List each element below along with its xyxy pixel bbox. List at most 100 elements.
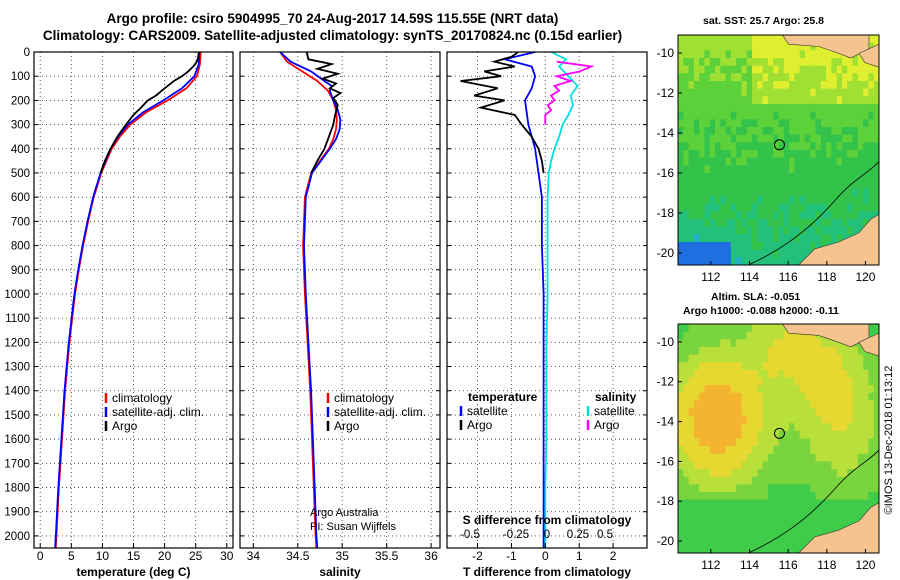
x-tick-label: 2 <box>610 549 617 563</box>
sla-map-title-line2: Argo h1000: -0.088 h2000: -0.11 <box>683 305 839 317</box>
sla-map <box>677 323 880 554</box>
depth-tick-label: 400 <box>11 144 30 156</box>
legend-label-salinity-diff: Argo <box>594 418 620 432</box>
salinity-diff-tick-label: -0.25 <box>503 529 529 541</box>
sst-map <box>677 34 880 266</box>
map-y-tick-label: -14 <box>657 415 675 429</box>
legend-label-temperature: climatology <box>112 391 172 405</box>
legend-label-temperature: Argo <box>112 419 138 433</box>
depth-tick-label: 1800 <box>4 483 30 495</box>
map-x-tick-label: 116 <box>779 558 798 572</box>
legend-label-salinity: climatology <box>334 391 394 405</box>
map-frame <box>677 323 880 554</box>
map-y-tick-label: -12 <box>657 375 675 389</box>
x-tick-label: -1 <box>506 549 517 563</box>
chart-title-line2: Climatology: CARS2009. Satellite-adjuste… <box>42 28 623 43</box>
legend-label-salinity-diff: satellite <box>594 404 635 418</box>
map-x-tick-label: 116 <box>779 270 798 284</box>
depth-tick-label: 0 <box>24 47 30 59</box>
depth-tick-label: 1500 <box>4 410 30 422</box>
land-island <box>781 34 870 59</box>
depth-tick-label: 1000 <box>4 289 30 301</box>
x-tick-label: 5 <box>68 549 75 563</box>
depth-tick-label: 2000 <box>4 531 30 543</box>
legend-label-temperature: satellite-adj. clim. <box>112 405 204 419</box>
salinity-diff-axis-title: S difference from climatology <box>463 513 632 527</box>
map-x-tick-label: 112 <box>701 558 720 572</box>
depth-tick-label: 800 <box>11 241 30 253</box>
map-y-tick-label: -10 <box>657 335 675 349</box>
plot-frame <box>239 51 441 549</box>
x-tick-label: 35 <box>336 549 350 563</box>
series-line-climatology <box>54 51 202 549</box>
depth-tick-label: 1300 <box>4 362 30 374</box>
map-y-tick-label: -16 <box>657 454 675 468</box>
x-axis-title: salinity <box>319 565 361 579</box>
series-line-temperature-satellite <box>504 51 545 548</box>
depth-tick-label: 200 <box>11 95 30 107</box>
series-line-temperature-argo <box>460 51 545 174</box>
salinity-diff-tick-label: 0.5 <box>597 529 613 541</box>
map-x-tick-label: 120 <box>855 270 875 284</box>
depth-tick-label: 1600 <box>4 434 30 446</box>
legend-label-temperature-diff: Argo <box>467 418 493 432</box>
map-y-tick-label: -10 <box>657 46 675 60</box>
x-tick-label: -2 <box>472 549 483 563</box>
depth-tick-label: 700 <box>11 216 30 228</box>
map-x-tick-label: 114 <box>740 270 759 284</box>
depth-tick-label: 300 <box>11 120 30 132</box>
map-y-tick-label: -20 <box>657 246 675 260</box>
map-x-tick-label: 118 <box>817 558 836 572</box>
salinity-diff-tick-label: 0 <box>544 529 550 541</box>
map-y-tick-label: -20 <box>657 534 675 548</box>
x-tick-label: 1 <box>576 549 583 563</box>
depth-tick-label: 1100 <box>5 313 30 325</box>
map-y-tick-label: -12 <box>657 86 675 100</box>
bathymetry-contour <box>748 161 880 266</box>
series-line-salinity-satellite <box>544 51 579 548</box>
sla-map-title-line1: Altim. SLA: -0.051 <box>711 291 801 303</box>
legend-title-salinity: salinity <box>595 390 637 404</box>
x-axis-title: temperature (deg C) <box>76 565 190 579</box>
x-tick-label: 15 <box>127 549 141 563</box>
map-frame <box>677 34 880 266</box>
land-island <box>781 323 870 348</box>
map-y-tick-label: -16 <box>657 166 675 180</box>
x-tick-label: 34.5 <box>286 549 310 563</box>
legend-label-salinity: satellite-adj. clim. <box>334 405 426 419</box>
series-line-climatology <box>279 51 338 549</box>
depth-tick-label: 900 <box>11 265 30 277</box>
profile-location-marker <box>773 139 785 151</box>
profile-location-marker <box>773 427 785 439</box>
x-tick-label: 25 <box>189 549 203 563</box>
annotation-pi: PI: Susan Wijffels <box>310 521 396 533</box>
imos-credit: ©IMOS 13-Dec-2018 01:13:12 <box>883 365 895 515</box>
chart-title-line1: Argo profile: csiro 5904995_70 24-Aug-20… <box>106 11 559 26</box>
series-line-argo <box>99 51 200 174</box>
map-y-tick-label: -18 <box>657 494 675 508</box>
sst-map-cells <box>678 35 880 266</box>
x-tick-label: 0 <box>37 549 44 563</box>
x-tick-label: 30 <box>220 549 234 563</box>
x-tick-label: 10 <box>96 549 110 563</box>
series-line-satellite-adj-clim- <box>279 51 342 549</box>
legend-label-salinity: Argo <box>334 419 360 433</box>
x-tick-label: 36 <box>424 549 438 563</box>
legend-title-temperature: temperature <box>468 390 538 404</box>
sst-map-title: sat. SST: 25.7 Argo: 25.8 <box>703 15 824 27</box>
depth-tick-label: 100 <box>11 71 30 83</box>
plot-frame <box>446 51 648 549</box>
annotation-argo-australia: Argo Australia <box>310 507 379 519</box>
x-tick-label: 35.5 <box>375 549 399 563</box>
map-y-tick-label: -18 <box>657 206 675 220</box>
map-x-tick-label: 112 <box>701 270 720 284</box>
x-axis-title: T difference from climatology <box>463 565 631 579</box>
map-x-tick-label: 120 <box>855 558 875 572</box>
depth-tick-label: 1900 <box>4 507 30 519</box>
depth-tick-label: 1700 <box>4 458 30 470</box>
series-line-satellite-adj-clim- <box>54 51 201 549</box>
legend-label-temperature-diff: satellite <box>467 404 508 418</box>
x-tick-label: 34 <box>247 549 261 563</box>
salinity-diff-tick-label: -0.5 <box>460 529 480 541</box>
